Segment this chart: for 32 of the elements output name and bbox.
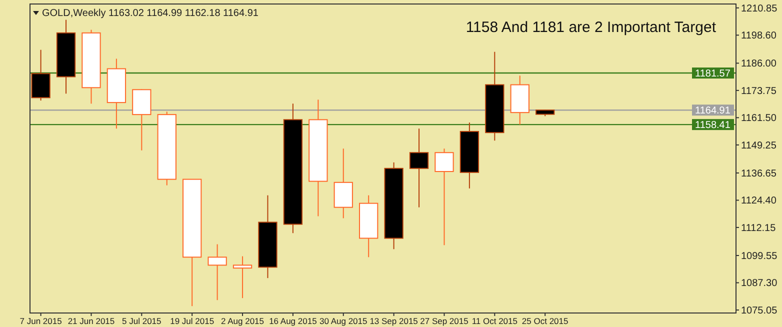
y-tick-label: 1075.05 <box>741 305 778 316</box>
x-tick-label: 27 Sep 2015 <box>420 316 469 326</box>
x-tick-label: 16 Aug 2015 <box>269 316 318 326</box>
y-tick-label: 1210.85 <box>741 3 778 14</box>
annotation: 1158 And 1181 are 2 Important Target <box>466 19 717 36</box>
y-tick-label: 1087.30 <box>741 278 778 290</box>
y-tick-label: 1161.50 <box>741 113 777 124</box>
ref-line-label: 1181.57 <box>695 68 731 80</box>
x-tick-label: 2 Aug 2015 <box>221 316 264 326</box>
y-tick-label: 1124.40 <box>741 196 777 207</box>
x-tick-label: 30 Aug 2015 <box>320 316 368 326</box>
x-tick-label: 19 Jul 2015 <box>170 316 214 326</box>
y-tick-label: 1099.55 <box>741 250 778 262</box>
ref-line-label: 1158.41 <box>695 120 731 132</box>
ref-line-label: 1164.91 <box>695 106 731 117</box>
y-tick-label: 1136.65 <box>741 168 777 180</box>
y-tick-label: 1198.60 <box>741 30 777 42</box>
y-tick-label: 1149.25 <box>741 140 777 152</box>
x-tick-label: 13 Sep 2015 <box>370 316 418 326</box>
x-tick-label: 21 Jun 2015 <box>68 316 115 326</box>
candlestick <box>232 256 252 299</box>
candlestick <box>434 148 454 246</box>
candlestick <box>409 128 429 208</box>
y-tick-label: 1186.00 <box>741 58 777 70</box>
y-tick-label: 1173.75 <box>741 86 777 97</box>
x-tick-label: 11 Oct 2015 <box>472 316 518 326</box>
chart-title: GOLD,Weekly 1163.02 1164.99 1162.18 1164.91 <box>42 8 259 19</box>
candlestick <box>208 244 227 301</box>
y-tick-label: 1112.15 <box>741 222 776 234</box>
x-tick-label: 7 Jun 2015 <box>20 316 62 326</box>
x-tick-label: 25 Oct 2015 <box>522 316 569 326</box>
x-tick-label: 5 Jul 2015 <box>122 316 162 326</box>
